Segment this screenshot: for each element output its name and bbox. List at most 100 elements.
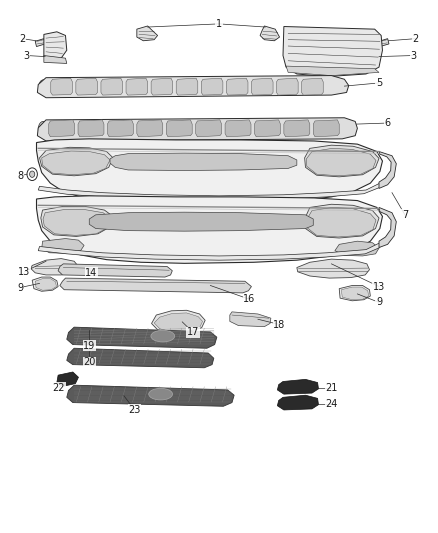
- Circle shape: [178, 283, 182, 288]
- Polygon shape: [107, 120, 134, 137]
- Circle shape: [199, 283, 203, 288]
- Text: 8: 8: [17, 171, 23, 181]
- Text: 13: 13: [373, 281, 385, 292]
- Polygon shape: [154, 313, 202, 332]
- Text: 3: 3: [24, 51, 30, 61]
- Polygon shape: [42, 239, 84, 253]
- Text: 21: 21: [325, 383, 338, 393]
- Text: 3: 3: [410, 51, 417, 61]
- Ellipse shape: [151, 330, 175, 342]
- Circle shape: [116, 283, 120, 288]
- Polygon shape: [36, 196, 382, 263]
- Polygon shape: [379, 39, 389, 46]
- Polygon shape: [38, 243, 380, 260]
- Ellipse shape: [38, 122, 48, 138]
- Polygon shape: [41, 206, 113, 237]
- Circle shape: [74, 283, 78, 288]
- Polygon shape: [89, 212, 313, 231]
- Polygon shape: [304, 145, 379, 177]
- Polygon shape: [37, 76, 349, 98]
- Text: 17: 17: [187, 327, 199, 337]
- Polygon shape: [226, 78, 248, 95]
- Circle shape: [136, 283, 141, 288]
- Text: 19: 19: [83, 341, 95, 351]
- Circle shape: [157, 283, 162, 288]
- Polygon shape: [251, 78, 273, 95]
- Polygon shape: [137, 26, 158, 41]
- Polygon shape: [304, 204, 379, 238]
- Text: 6: 6: [385, 118, 391, 128]
- Polygon shape: [76, 78, 98, 95]
- Polygon shape: [60, 278, 251, 293]
- Circle shape: [95, 283, 99, 288]
- Text: 1: 1: [216, 19, 222, 29]
- Polygon shape: [49, 120, 74, 137]
- Polygon shape: [379, 207, 396, 247]
- Polygon shape: [313, 120, 339, 137]
- Text: 23: 23: [128, 405, 141, 415]
- Polygon shape: [166, 120, 192, 137]
- Circle shape: [219, 283, 224, 288]
- Polygon shape: [126, 78, 148, 95]
- Polygon shape: [201, 78, 223, 95]
- Polygon shape: [67, 348, 214, 368]
- Polygon shape: [67, 327, 217, 348]
- Polygon shape: [225, 120, 251, 137]
- Polygon shape: [379, 151, 396, 189]
- Polygon shape: [39, 147, 113, 176]
- Polygon shape: [101, 78, 123, 95]
- Text: 18: 18: [273, 319, 286, 329]
- Polygon shape: [58, 264, 172, 277]
- Polygon shape: [277, 395, 318, 410]
- Polygon shape: [57, 372, 78, 386]
- Polygon shape: [276, 78, 298, 95]
- Polygon shape: [35, 279, 57, 290]
- Text: 9: 9: [376, 297, 382, 308]
- Polygon shape: [260, 26, 279, 41]
- Polygon shape: [306, 207, 376, 237]
- Text: 2: 2: [19, 34, 25, 44]
- Polygon shape: [339, 286, 371, 301]
- Text: 14: 14: [85, 268, 98, 278]
- Text: 16: 16: [243, 294, 255, 304]
- Polygon shape: [283, 27, 382, 77]
- Polygon shape: [43, 209, 110, 236]
- Polygon shape: [152, 310, 205, 333]
- Polygon shape: [306, 148, 376, 176]
- Polygon shape: [284, 120, 310, 137]
- Ellipse shape: [39, 80, 48, 94]
- Text: 9: 9: [17, 282, 23, 293]
- Polygon shape: [42, 151, 110, 175]
- Polygon shape: [38, 183, 380, 200]
- Text: 24: 24: [325, 399, 338, 409]
- Polygon shape: [67, 385, 234, 406]
- Polygon shape: [254, 120, 280, 137]
- Text: 2: 2: [413, 34, 419, 44]
- Ellipse shape: [149, 389, 173, 400]
- Polygon shape: [78, 120, 104, 137]
- Polygon shape: [37, 118, 357, 141]
- Polygon shape: [277, 379, 318, 394]
- Polygon shape: [44, 32, 67, 61]
- Polygon shape: [286, 66, 379, 76]
- Polygon shape: [51, 78, 72, 95]
- Text: 13: 13: [18, 267, 31, 277]
- Polygon shape: [137, 120, 163, 137]
- Text: 22: 22: [53, 383, 65, 393]
- Polygon shape: [176, 78, 198, 95]
- Polygon shape: [32, 277, 58, 292]
- Polygon shape: [31, 259, 78, 275]
- Text: 5: 5: [376, 78, 382, 88]
- Polygon shape: [151, 78, 173, 95]
- Polygon shape: [36, 139, 382, 204]
- Polygon shape: [35, 39, 45, 46]
- Text: 20: 20: [83, 358, 95, 367]
- Polygon shape: [110, 153, 297, 171]
- Polygon shape: [196, 120, 222, 137]
- Text: 7: 7: [402, 210, 408, 220]
- Polygon shape: [230, 312, 271, 327]
- Circle shape: [27, 168, 37, 181]
- Polygon shape: [335, 241, 379, 256]
- Polygon shape: [297, 259, 370, 278]
- Polygon shape: [44, 55, 67, 63]
